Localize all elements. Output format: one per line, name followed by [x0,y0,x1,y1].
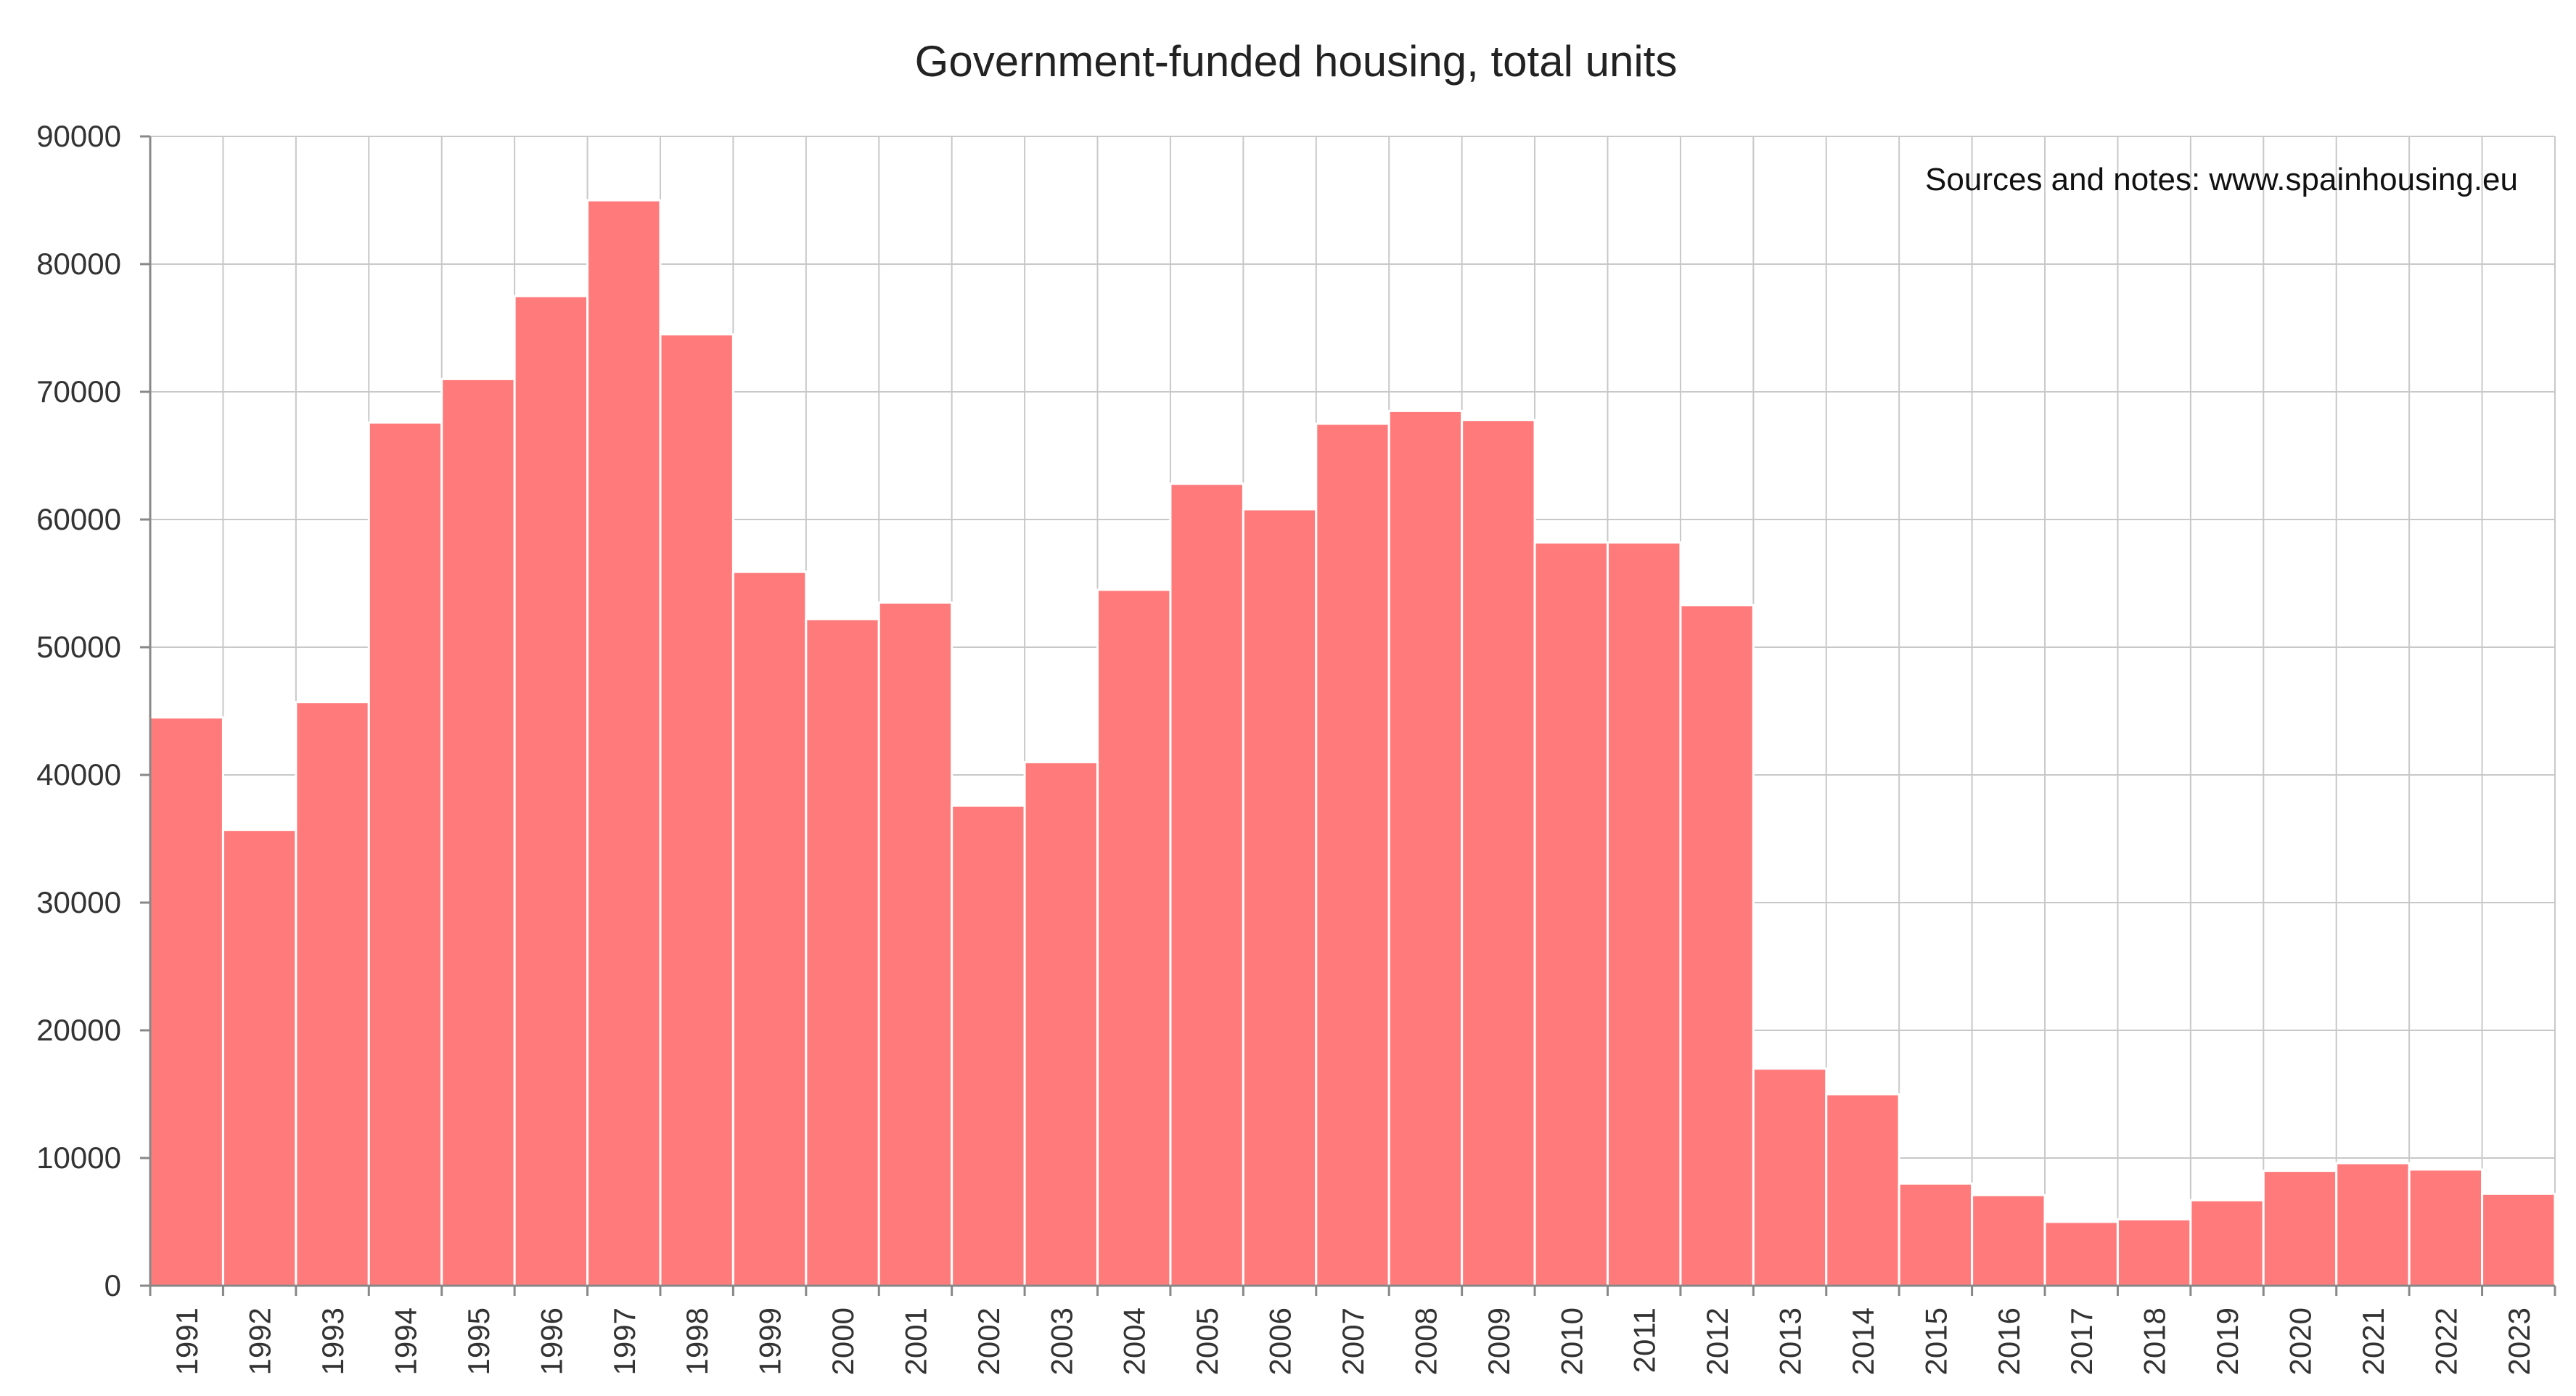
bar-2009 [1461,419,1536,1287]
bar-2017 [2043,1220,2119,1287]
x-tick-label: 2019 [2210,1307,2244,1375]
y-tick-label: 40000 [36,757,121,792]
x-tick-label: 1995 [462,1307,496,1375]
x-tick-label: 2020 [2284,1307,2318,1375]
x-tick-label: 2006 [1263,1307,1297,1375]
axis-layer [140,135,2556,1296]
y-tick-label: 70000 [36,374,121,408]
y-tick-labels: 0 10000 20000 30000 40000 50000 60000 70000 8000… [36,119,121,1302]
x-tick-label: 2011 [1628,1307,1662,1373]
bar-2010 [1533,541,1609,1287]
bar-1991 [149,716,224,1287]
bar-2000 [805,617,880,1287]
chart-title: Government-funded housing, total units [915,37,1678,86]
bar-2016 [1971,1194,2046,1287]
x-tick-label: 2014 [1846,1307,1880,1375]
bar-2004 [1096,588,1172,1287]
x-tick-label: 2017 [2064,1307,2099,1375]
bar-1996 [513,295,589,1287]
x-tick-label: 2015 [1919,1307,1953,1375]
x-tick-label: 2018 [2138,1307,2172,1375]
bar-2007 [1315,422,1390,1287]
bar-2003 [1023,760,1099,1287]
x-tick-label: 2012 [1700,1307,1734,1375]
bar-2023 [2481,1192,2556,1287]
bar-2008 [1387,409,1464,1287]
bar-2020 [2262,1170,2338,1287]
bar-2021 [2335,1162,2411,1287]
bar-2014 [1825,1093,1900,1287]
x-tick-label: 1997 [607,1307,641,1375]
x-tick-label: 2005 [1190,1307,1224,1375]
bar-2012 [1679,604,1755,1287]
bar-1998 [659,333,734,1287]
bar-1994 [367,421,443,1287]
x-tick-label: 2010 [1554,1307,1588,1375]
x-tick-label: 2016 [1992,1307,2026,1375]
x-tick-label: 2003 [1044,1307,1078,1375]
x-tick-label: 2008 [1408,1307,1443,1375]
y-tick-label: 80000 [36,247,121,281]
x-tick-labels: 1991 1992 1993 1994 1995 1996 1997 1998 1999 2000… [170,1307,2536,1375]
bar-2006 [1242,508,1318,1287]
x-tick-label: 1992 [243,1307,277,1375]
bar-layer [149,199,2556,1287]
bar-1993 [295,701,370,1287]
x-tick-label: 1998 [680,1307,714,1375]
x-tick-label: 2023 [2502,1307,2536,1375]
bar-2005 [1169,483,1244,1287]
x-tick-label: 2001 [898,1307,932,1375]
y-tick-label: 50000 [36,630,121,664]
bar-1999 [731,570,808,1287]
sources-note: Sources and notes: www.spainhousing.eu [1925,162,2518,197]
x-tick-label: 2007 [1336,1307,1370,1375]
bar-2001 [877,601,953,1287]
bar-2002 [951,804,1026,1287]
x-tick-label: 2013 [1773,1307,1808,1375]
x-tick-label: 2002 [972,1307,1006,1375]
y-tick-label: 60000 [36,502,121,536]
bar-2015 [1898,1182,1974,1287]
y-tick-label: 20000 [36,1013,121,1047]
x-tick-label: 1996 [534,1307,568,1375]
y-tick-label: 30000 [36,885,121,919]
x-tick-label: 1994 [388,1307,422,1375]
bar-2018 [2116,1218,2192,1287]
y-tick-label: 10000 [36,1141,121,1175]
x-tick-label: 2021 [2356,1307,2390,1375]
bar-2022 [2408,1168,2484,1287]
x-tick-label: 1991 [170,1307,204,1375]
bar-2013 [1752,1067,1828,1287]
x-tick-label: 2022 [2429,1307,2463,1375]
bar-1992 [221,829,298,1287]
x-tick-label: 1999 [753,1307,787,1375]
bar-1995 [440,377,516,1287]
x-tick-label: 1993 [316,1307,350,1375]
x-tick-label: 2000 [826,1307,860,1375]
y-tick-label: 0 [104,1268,121,1302]
y-tick-label: 90000 [36,119,121,153]
bar-2019 [2189,1199,2265,1287]
x-tick-label: 2004 [1117,1307,1152,1375]
bar-1997 [586,199,662,1287]
x-tick-label: 2009 [1482,1307,1516,1375]
bar-2011 [1606,541,1682,1287]
